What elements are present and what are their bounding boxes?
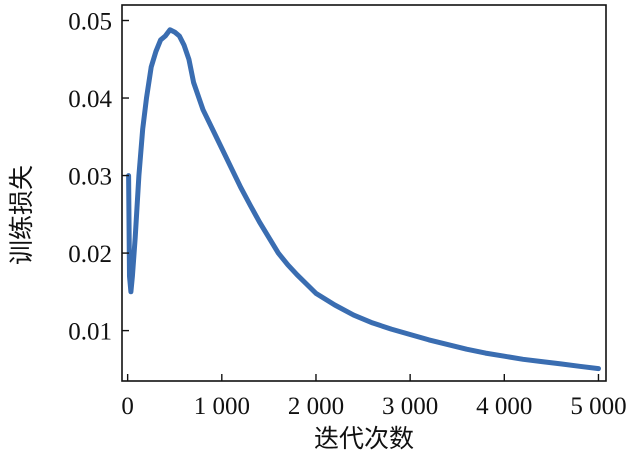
y-tick-label: 0.02 xyxy=(68,241,112,268)
x-tick-label: 4 000 xyxy=(476,393,532,420)
x-tick-label: 3 000 xyxy=(382,393,438,420)
x-tick-label: 0 xyxy=(121,393,134,420)
plot-frame xyxy=(121,4,607,382)
y-tick-label: 0.05 xyxy=(68,9,112,36)
series-line-0 xyxy=(126,27,601,372)
x-axis: 0 1 000 2 000 3 000 4 000 5 000 xyxy=(121,374,627,420)
plot-area xyxy=(126,27,601,372)
x-tick-label: 5 000 xyxy=(570,393,626,420)
y-tick-label: 0.04 xyxy=(68,86,112,113)
x-axis-label: 迭代次数 xyxy=(314,424,414,453)
x-tick-label: 2 000 xyxy=(288,393,344,420)
y-tick-label: 0.01 xyxy=(68,319,112,346)
y-axis-label: 训练损失 xyxy=(7,165,36,265)
x-tick-label: 1 000 xyxy=(194,393,250,420)
y-tick-label: 0.03 xyxy=(68,164,112,191)
y-axis: 0.01 0.02 0.03 0.04 0.05 xyxy=(68,9,129,346)
